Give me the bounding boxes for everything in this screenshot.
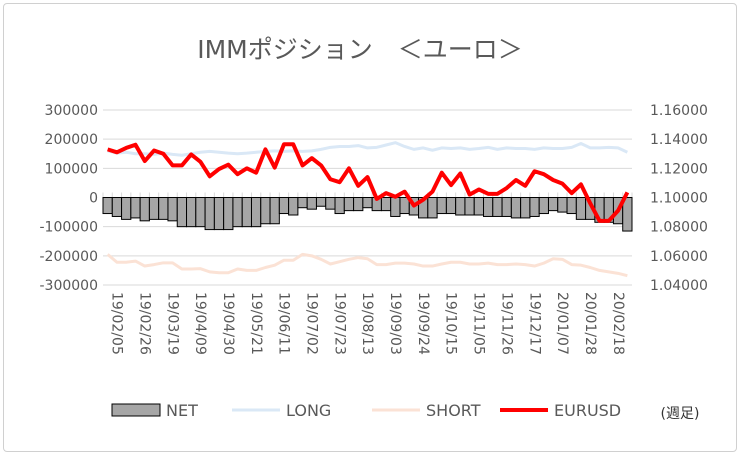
x-tick-label: 19/04/09 [192, 292, 208, 355]
legend-label-eurusd: EURUSD [554, 401, 621, 420]
net-bar [557, 197, 568, 213]
net-bar [186, 197, 197, 228]
chart-frame [3, 3, 737, 452]
x-tick-label: 19/03/19 [164, 292, 180, 355]
x-tick-label: 20/02/18 [610, 292, 626, 355]
legend-swatch-net [111, 403, 161, 417]
short-line [106, 252, 628, 278]
net-bar [111, 197, 123, 217]
net-bar [232, 197, 243, 228]
x-tick-label: 19/05/21 [248, 292, 264, 355]
net-bar [278, 197, 290, 215]
net-bar [167, 197, 178, 222]
x-tick-label: 19/02/05 [109, 292, 125, 355]
right-tick-label: 1.16000 [650, 103, 708, 119]
right-tick-label: 1.04000 [650, 278, 708, 294]
net-bar [130, 197, 141, 219]
net-bar [250, 197, 262, 228]
right-tick-label: 1.14000 [650, 132, 708, 148]
left-tick-label: 0 [89, 191, 98, 207]
net-bar [483, 197, 494, 217]
left-tick-label: -300000 [40, 278, 99, 294]
net-bar [241, 197, 252, 228]
net-bar [297, 197, 308, 209]
net-bar [176, 197, 188, 228]
net-bar [473, 197, 485, 216]
net-bar [204, 197, 215, 231]
left-tick-label: -200000 [40, 249, 99, 265]
net-bar [455, 197, 466, 216]
legend-label-long: LONG [286, 401, 331, 420]
net-bar [213, 197, 225, 231]
net-bar [148, 197, 160, 220]
left-tick-label: 200000 [45, 132, 98, 148]
long-line [107, 141, 628, 157]
net-bar [464, 197, 475, 216]
net-bar [362, 197, 373, 209]
net-bar [427, 197, 438, 219]
net-bar [547, 197, 559, 212]
x-tick-label: 19/11/26 [498, 292, 514, 355]
net-bar [158, 197, 169, 220]
x-tick-label: 20/01/07 [554, 292, 570, 355]
left-tick-label: -100000 [40, 220, 99, 236]
left-tick-label: 100000 [45, 161, 98, 177]
net-bar [622, 197, 633, 232]
x-tick-label: 19/12/17 [526, 292, 542, 355]
net-bar [139, 197, 150, 222]
x-tick-label: 20/01/28 [582, 292, 598, 355]
x-tick-label: 19/02/26 [136, 292, 152, 355]
chart-title: IMMポジション ＜ユーロ＞ [197, 35, 523, 64]
eurusd-line [107, 142, 630, 223]
net-bar [223, 197, 234, 231]
x-tick-label: 19/04/30 [220, 292, 236, 355]
net-bar [380, 197, 392, 212]
x-tick-label: 19/07/23 [331, 292, 347, 355]
net-bar [288, 197, 299, 216]
net-bar [538, 197, 549, 215]
net-bar [315, 197, 327, 207]
x-tick-label: 19/07/02 [304, 292, 320, 355]
legend-label-short: SHORT [426, 401, 481, 420]
net-bar [121, 197, 132, 220]
x-tick-label: 19/08/13 [359, 292, 375, 355]
net-bar [510, 197, 522, 219]
right-tick-label: 1.10000 [650, 191, 708, 207]
right-tick-label: 1.12000 [650, 161, 708, 177]
net-bar [445, 197, 457, 215]
x-tick-label: 19/11/05 [471, 292, 487, 355]
x-tick-label: 19/10/15 [443, 292, 459, 355]
net-bar [260, 197, 271, 225]
net-bar [566, 197, 577, 215]
x-tick-label: 19/06/11 [276, 292, 292, 355]
net-bar [520, 197, 531, 219]
legend-label-net: NET [166, 401, 198, 420]
x-tick-label: 19/09/03 [387, 292, 403, 355]
net-bar [195, 197, 206, 228]
net-bar [353, 197, 364, 212]
note-weekly: (週足) [661, 406, 700, 422]
net-bar [492, 197, 503, 217]
net-bar [334, 197, 345, 215]
net-bar [575, 197, 587, 220]
net-bar [306, 197, 317, 210]
net-bar [529, 197, 540, 217]
net-bar [269, 197, 280, 225]
net-bar [436, 197, 447, 215]
net-bar [102, 197, 113, 215]
right-tick-label: 1.06000 [650, 249, 708, 265]
net-bar [390, 197, 401, 217]
left-tick-label: 300000 [45, 103, 98, 119]
net-bar [343, 197, 355, 212]
net-bar [325, 197, 336, 210]
x-tick-label: 19/09/24 [415, 292, 431, 355]
right-tick-label: 1.08000 [650, 220, 708, 236]
net-bar [501, 197, 512, 217]
